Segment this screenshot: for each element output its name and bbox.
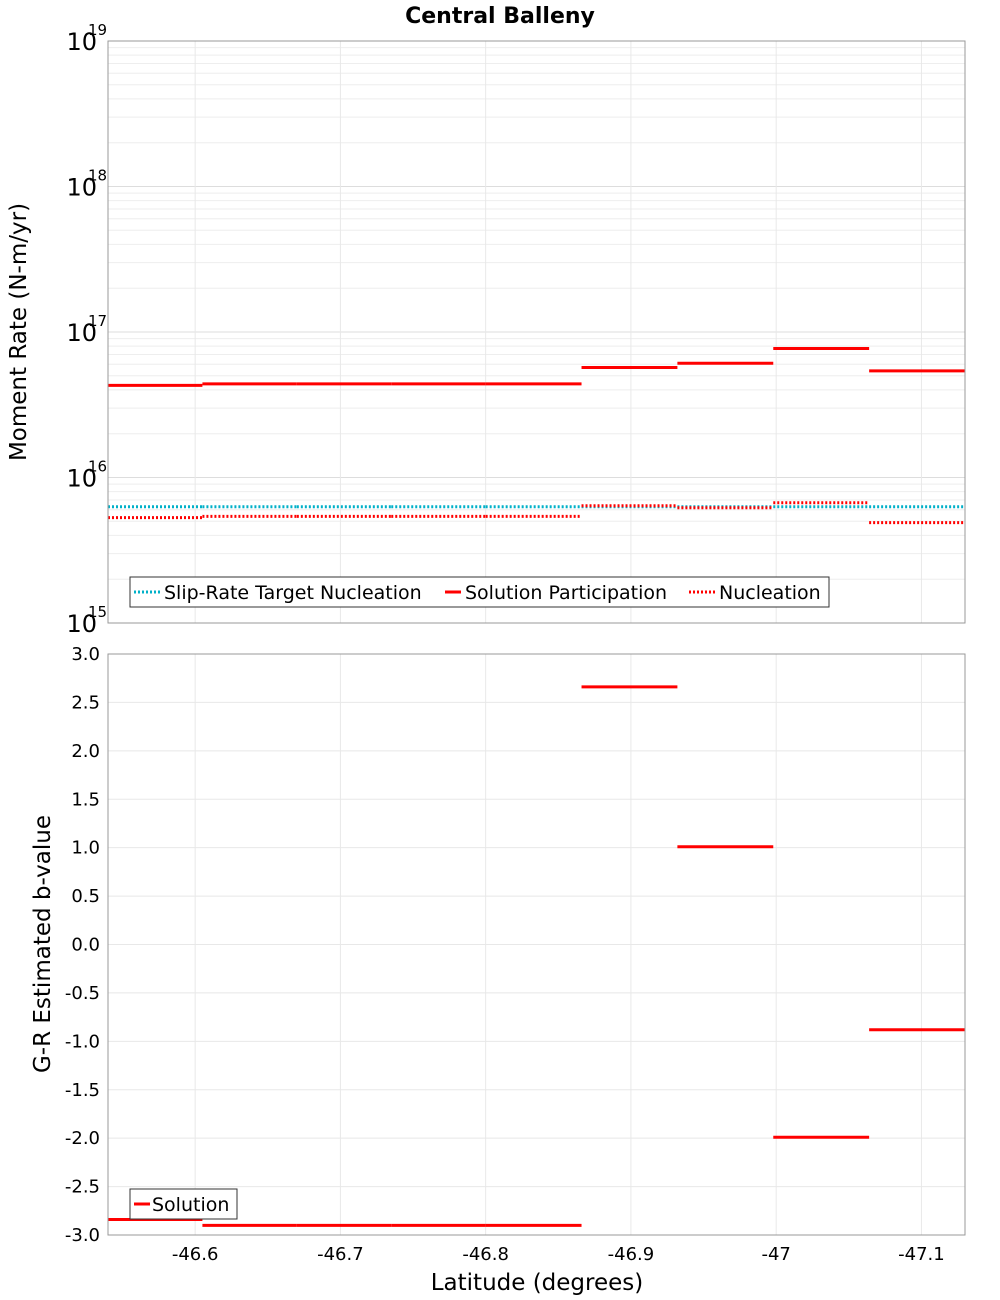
x-tick-label: -46.9	[608, 1244, 655, 1265]
b-value-frame	[107, 653, 966, 1236]
x-axis-title: Latitude (degrees)	[431, 1270, 644, 1296]
b-value-y-axis-title: G-R Estimated b-value	[30, 815, 56, 1073]
y-tick-label-base: 10	[66, 465, 97, 493]
moment-rate-marks	[108, 347, 965, 525]
b-value-marks	[108, 685, 965, 1227]
x-tick-label: -47.1	[898, 1244, 945, 1265]
y-tick-label-exponent: 19	[88, 21, 107, 39]
y-tick-label: -0.5	[65, 983, 100, 1004]
y-tick-label-base: 10	[66, 319, 97, 347]
y-tick-label: 2.0	[71, 741, 100, 762]
y-tick-label-exponent: 15	[88, 603, 107, 621]
y-tick-label: -1.0	[65, 1031, 100, 1052]
y-tick-label: 1.0	[71, 838, 100, 859]
y-tick-label-exponent: 16	[88, 458, 107, 476]
y-tick-label: -2.0	[65, 1128, 100, 1149]
moment-rate-frame	[107, 40, 966, 624]
b-value-legend: Solution	[129, 1188, 238, 1220]
moment-rate-y-axis-title: Moment Rate (N-m/yr)	[6, 203, 32, 461]
moment-rate-legend: Slip-Rate Target Nucleation Solution Par…	[129, 576, 830, 608]
moment-rate-legend-box	[129, 576, 830, 608]
b-value-x-ticks: -46.6 -46.7 -46.8 -46.9 -47 -47.1	[172, 1244, 945, 1265]
y-tick-label: 0.0	[71, 935, 100, 956]
b-value-grid	[108, 653, 965, 1236]
legend-label-nucleation: Nucleation	[719, 582, 821, 604]
y-tick-label-base: 10	[66, 610, 97, 638]
y-tick-label-exponent: 17	[88, 312, 107, 330]
y-tick-label: 2.5	[71, 692, 100, 713]
y-tick-label: 3.0	[71, 644, 100, 665]
chart-title: Central Balleny	[405, 4, 595, 29]
legend-label-target: Slip-Rate Target Nucleation	[164, 582, 422, 604]
x-tick-label: -46.7	[317, 1244, 364, 1265]
y-tick-label: -2.5	[65, 1177, 100, 1198]
y-tick-label-base: 10	[66, 28, 97, 56]
y-tick-label-base: 10	[66, 174, 97, 202]
y-tick-label: -1.5	[65, 1080, 100, 1101]
x-tick-label: -46.6	[172, 1244, 219, 1265]
b-value-panel: 3.0 2.5 2.0 1.5 1.0 0.5 0.0 -0.5 -1.0 -1.5 -2.0 -2.…	[30, 644, 966, 1296]
legend-label-solution: Solution	[152, 1194, 229, 1216]
b-value-y-ticks: 3.0 2.5 2.0 1.5 1.0 0.5 0.0 -0.5 -1.0 -1.5 -2.0 -2.…	[65, 644, 100, 1246]
moment-rate-grid	[108, 40, 965, 624]
y-tick-label-exponent: 18	[88, 167, 107, 185]
legend-label-participation: Solution Participation	[465, 582, 667, 604]
y-tick-label: 1.5	[71, 789, 100, 810]
x-tick-label: -47	[761, 1244, 790, 1265]
x-tick-label: -46.8	[462, 1244, 509, 1265]
y-tick-label: 0.5	[71, 886, 100, 907]
b-value-legend-box	[129, 1188, 238, 1220]
y-tick-label: -3.0	[65, 1225, 100, 1246]
